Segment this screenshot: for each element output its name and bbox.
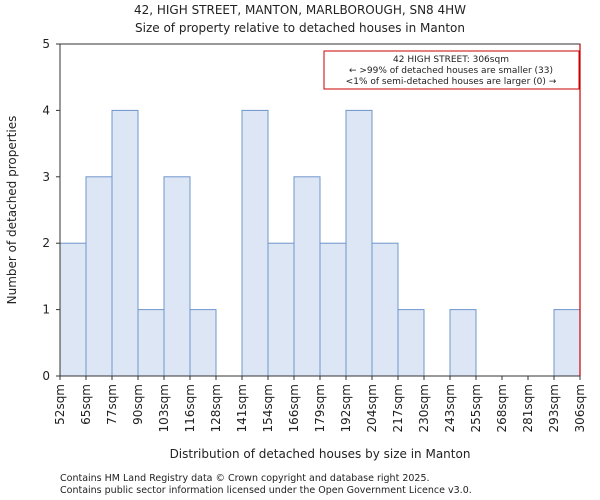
histogram-bar-116sqm xyxy=(189,309,217,377)
x-axis-ticks: 52sqm 65sqm 77sqm 90sqm 103sqm 116sqm 128sqm 14… xyxy=(53,376,587,432)
y-tick-label: 2 xyxy=(42,236,50,250)
histogram-bar-243sqm xyxy=(449,309,477,377)
histogram-bar-217sqm xyxy=(397,309,425,377)
histogram-bar-77sqm xyxy=(111,109,139,377)
annotation-frame xyxy=(323,50,580,90)
y-axis-label: Number of detached properties xyxy=(5,116,19,305)
x-tick-label: 77sqm xyxy=(105,384,119,425)
histogram-bar-179sqm xyxy=(319,242,347,377)
histogram-bar-154sqm xyxy=(267,242,295,377)
x-tick-label: 179sqm xyxy=(313,384,327,432)
x-axis-label: Distribution of detached houses by size … xyxy=(170,447,471,461)
x-tick-label: 243sqm xyxy=(443,384,457,432)
y-tick-label: 3 xyxy=(42,170,50,184)
y-tick-label: 1 xyxy=(42,303,50,317)
chart-title: 42, HIGH STREET, MANTON, MARLBOROUGH, SN… xyxy=(134,3,466,17)
histogram-bar-141sqm xyxy=(241,109,269,377)
y-tick-label: 5 xyxy=(42,37,50,51)
x-tick-label: 65sqm xyxy=(79,384,93,425)
histogram-bar-293sqm xyxy=(553,309,581,377)
y-tick-label: 0 xyxy=(42,369,50,383)
y-axis-ticks: 0 1 2 3 4 5 xyxy=(42,37,60,383)
histogram-bar-52sqm xyxy=(59,242,87,377)
x-tick-label: 217sqm xyxy=(391,384,405,432)
y-tick-label: 4 xyxy=(42,103,50,117)
x-tick-label: 306sqm xyxy=(573,384,587,432)
x-tick-label: 116sqm xyxy=(183,384,197,432)
x-tick-label: 90sqm xyxy=(131,384,145,425)
x-tick-label: 281sqm xyxy=(521,384,535,432)
x-tick-label: 52sqm xyxy=(53,384,67,425)
x-tick-label: 103sqm xyxy=(157,384,171,432)
histogram-bar-65sqm xyxy=(85,176,113,377)
x-tick-label: 128sqm xyxy=(209,384,223,432)
x-tick-label: 268sqm xyxy=(495,384,509,432)
footer-line-2: Contains public sector information licen… xyxy=(60,485,472,496)
histogram-bar-204sqm xyxy=(371,242,399,377)
x-tick-label: 154sqm xyxy=(261,384,275,432)
x-tick-label: 293sqm xyxy=(547,384,561,432)
histogram-bar-166sqm xyxy=(293,176,321,377)
annotation-line-2: ← >99% of detached houses are smaller (3… xyxy=(349,66,553,76)
annotation-line-1: 42 HIGH STREET: 306sqm xyxy=(393,55,509,65)
x-tick-label: 141sqm xyxy=(235,384,249,432)
x-tick-label: 204sqm xyxy=(365,384,379,432)
x-tick-label: 166sqm xyxy=(287,384,301,432)
footer-line-1: Contains HM Land Registry data © Crown c… xyxy=(60,473,430,484)
annotation-line-3: <1% of semi-detached houses are larger (… xyxy=(346,77,557,87)
chart-subtitle: Size of property relative to detached ho… xyxy=(135,21,465,35)
histogram-bar-103sqm xyxy=(163,176,191,377)
bars-group xyxy=(59,109,581,377)
x-tick-label: 230sqm xyxy=(417,384,431,432)
histogram-bar-90sqm xyxy=(137,309,165,377)
histogram-bar-192sqm xyxy=(345,109,373,377)
annotation-box: 42 HIGH STREET: 306sqm ← >99% of detache… xyxy=(323,50,580,90)
x-tick-label: 192sqm xyxy=(339,384,353,432)
x-tick-label: 255sqm xyxy=(469,384,483,432)
